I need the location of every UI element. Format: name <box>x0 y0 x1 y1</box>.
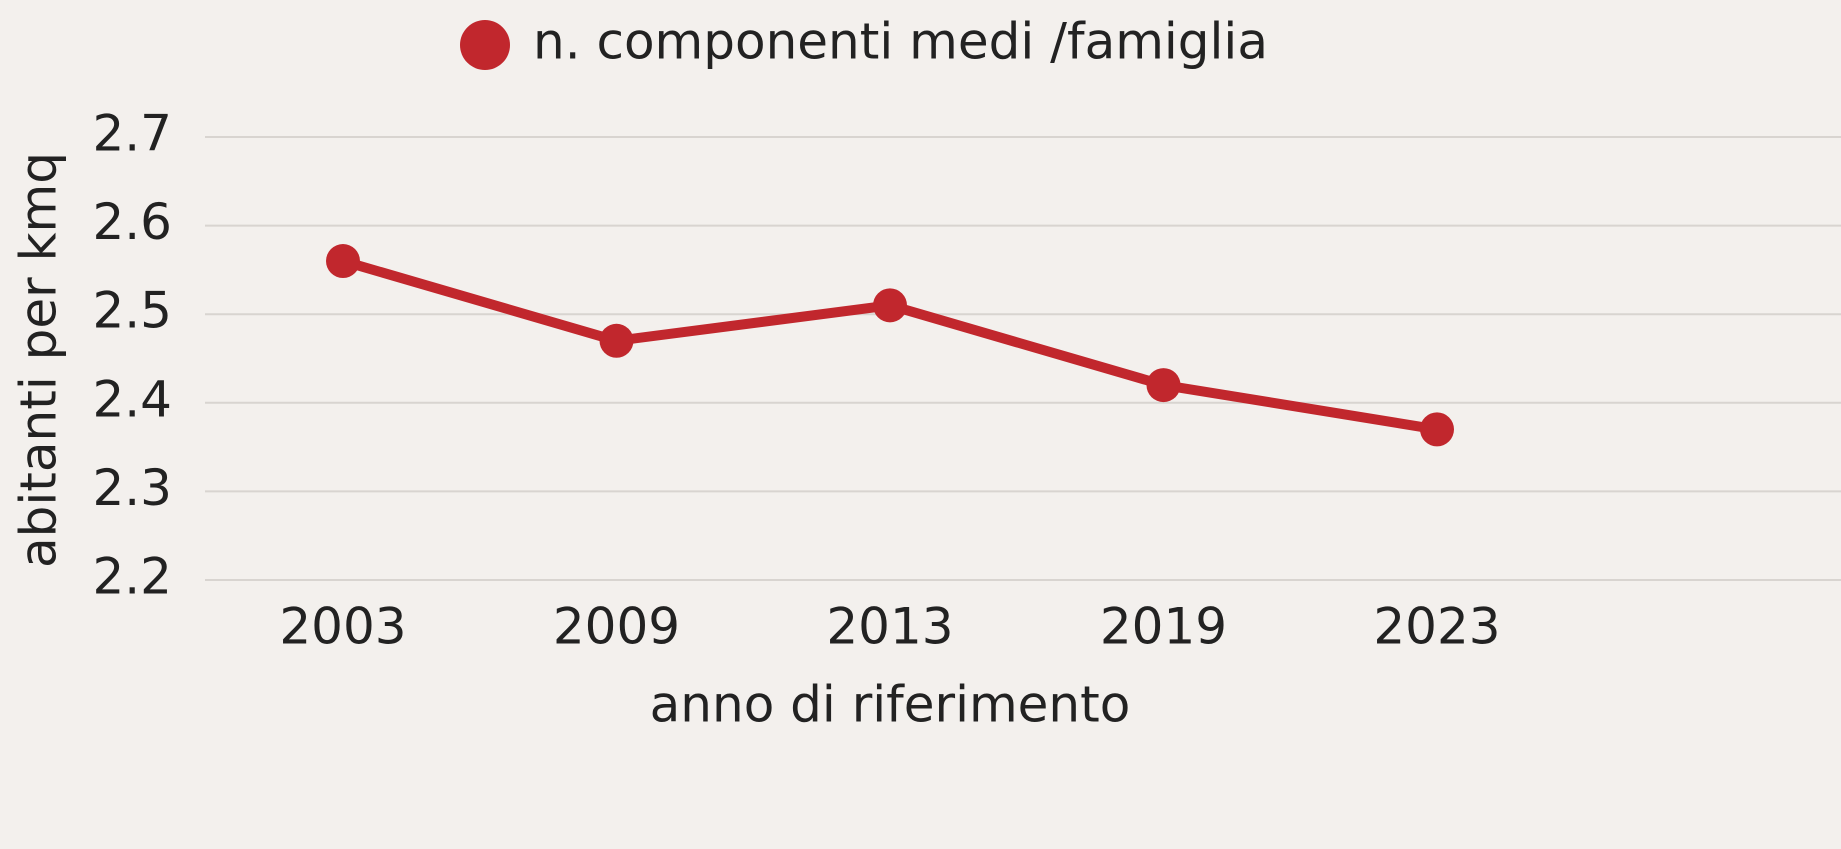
legend-label: n. componenti medi /famiglia <box>533 13 1268 71</box>
data-point <box>326 244 360 279</box>
data-point <box>599 323 634 358</box>
y-tick-label: 2.2 <box>92 548 172 606</box>
y-tick-label: 2.6 <box>92 193 172 251</box>
x-tick-label: 2023 <box>1373 598 1500 656</box>
y-tick-label: 2.7 <box>92 105 172 163</box>
y-axis-label: abitanti per kmq <box>10 152 68 568</box>
y-tick-label: 2.5 <box>92 282 172 340</box>
y-tick-label: 2.4 <box>92 370 172 428</box>
x-tick-label: 2013 <box>826 598 953 656</box>
x-tick-label: 2003 <box>279 598 406 656</box>
x-tick-label: 2019 <box>1100 598 1227 656</box>
x-axis-label: anno di riferimento <box>650 676 1131 734</box>
x-tick-label: 2009 <box>553 598 680 656</box>
data-point <box>1420 412 1454 447</box>
data-point <box>873 288 907 323</box>
y-tick-label: 2.3 <box>92 459 172 517</box>
legend-marker <box>460 20 510 70</box>
data-point <box>1146 368 1181 403</box>
